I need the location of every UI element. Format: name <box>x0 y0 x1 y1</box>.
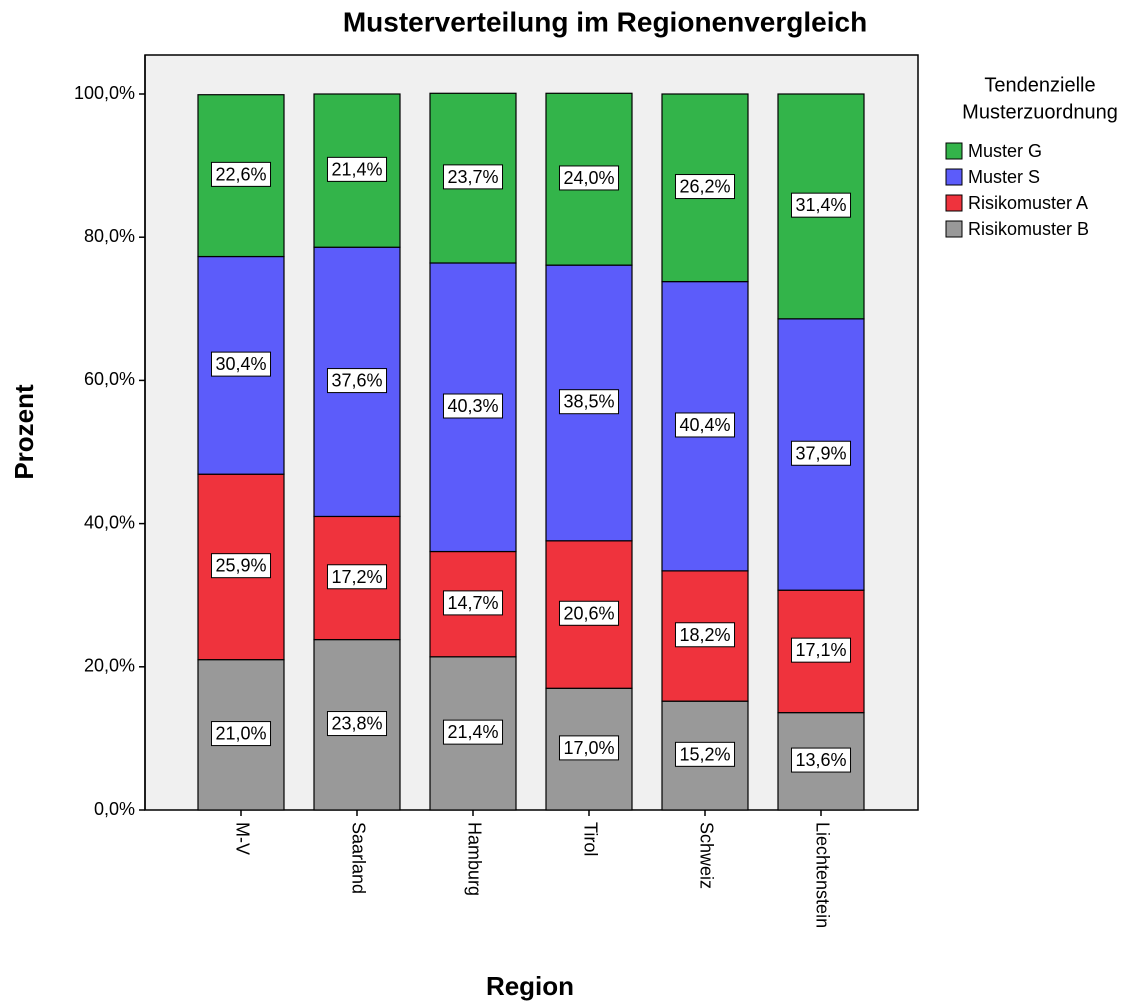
data-label: 23,8% <box>331 714 382 734</box>
y-axis-title: Prozent <box>9 384 39 480</box>
chart-title: Musterverteilung im Regionenvergleich <box>343 6 867 37</box>
data-label: 24,0% <box>563 168 614 188</box>
y-tick-label: 40,0% <box>84 512 135 532</box>
y-tick-label: 0,0% <box>94 799 135 819</box>
data-label-box <box>674 741 736 767</box>
data-label: 26,2% <box>679 177 730 197</box>
data-label: 20,6% <box>563 603 614 623</box>
data-label-box <box>790 747 852 773</box>
data-label-box <box>210 553 272 579</box>
data-label: 22,6% <box>215 164 266 184</box>
data-label-box <box>326 711 388 737</box>
data-label: 40,3% <box>447 396 498 416</box>
data-label-box <box>326 368 388 394</box>
data-label: 37,6% <box>331 371 382 391</box>
legend-swatch <box>945 142 963 160</box>
data-label-box <box>210 161 272 187</box>
data-label-box <box>558 735 620 761</box>
data-label: 37,9% <box>795 443 846 463</box>
legend-swatch <box>945 168 963 186</box>
y-tick-label: 100,0% <box>74 83 135 103</box>
legend-swatch <box>945 194 963 212</box>
data-label-box <box>790 440 852 466</box>
data-label: 15,2% <box>679 744 730 764</box>
data-label-box <box>674 174 736 200</box>
data-label-box <box>790 192 852 218</box>
legend-label: Risikomuster A <box>968 193 1088 213</box>
legend-label: Risikomuster B <box>968 219 1089 239</box>
data-label: 13,6% <box>795 750 846 770</box>
data-label-box <box>674 622 736 648</box>
data-label: 38,5% <box>563 392 614 412</box>
x-tick-label: Saarland <box>348 822 368 894</box>
data-label-box <box>210 721 272 747</box>
y-tick-label: 80,0% <box>84 226 135 246</box>
x-tick-label: M-V <box>232 822 252 855</box>
data-label: 17,1% <box>795 640 846 660</box>
data-label-box <box>558 389 620 415</box>
data-label: 40,4% <box>679 415 730 435</box>
x-tick-label: Tirol <box>580 822 600 856</box>
data-label-box <box>442 719 504 745</box>
data-label-box <box>326 564 388 590</box>
legend-title: Tendenzielle <box>984 74 1095 96</box>
data-label: 17,0% <box>563 738 614 758</box>
y-tick-label: 60,0% <box>84 369 135 389</box>
x-tick-label: Schweiz <box>696 822 716 889</box>
data-label-box <box>442 164 504 190</box>
data-label: 25,9% <box>215 556 266 576</box>
data-label: 31,4% <box>795 195 846 215</box>
x-tick-label: Liechtenstein <box>812 822 832 928</box>
data-label-box <box>326 156 388 182</box>
data-label: 17,2% <box>331 567 382 587</box>
data-label-box <box>210 351 272 377</box>
data-label: 21,4% <box>447 722 498 742</box>
legend-label: Muster S <box>968 167 1040 187</box>
legend-title: Musterzuordnung <box>962 101 1118 123</box>
data-label-box <box>558 165 620 191</box>
data-label: 23,7% <box>447 167 498 187</box>
legend-swatch <box>945 220 963 238</box>
data-label: 14,7% <box>447 593 498 613</box>
data-label-box <box>442 590 504 616</box>
data-label: 18,2% <box>679 625 730 645</box>
data-label-box <box>442 393 504 419</box>
x-tick-label: Hamburg <box>464 822 484 896</box>
y-tick-label: 20,0% <box>84 656 135 676</box>
x-axis-title: Region <box>486 971 574 1001</box>
data-label-box <box>674 412 736 438</box>
data-label: 21,4% <box>331 159 382 179</box>
data-label-box <box>790 637 852 663</box>
data-label: 21,0% <box>215 724 266 744</box>
data-label: 30,4% <box>215 354 266 374</box>
data-label-box <box>558 600 620 626</box>
legend-label: Muster G <box>968 141 1042 161</box>
